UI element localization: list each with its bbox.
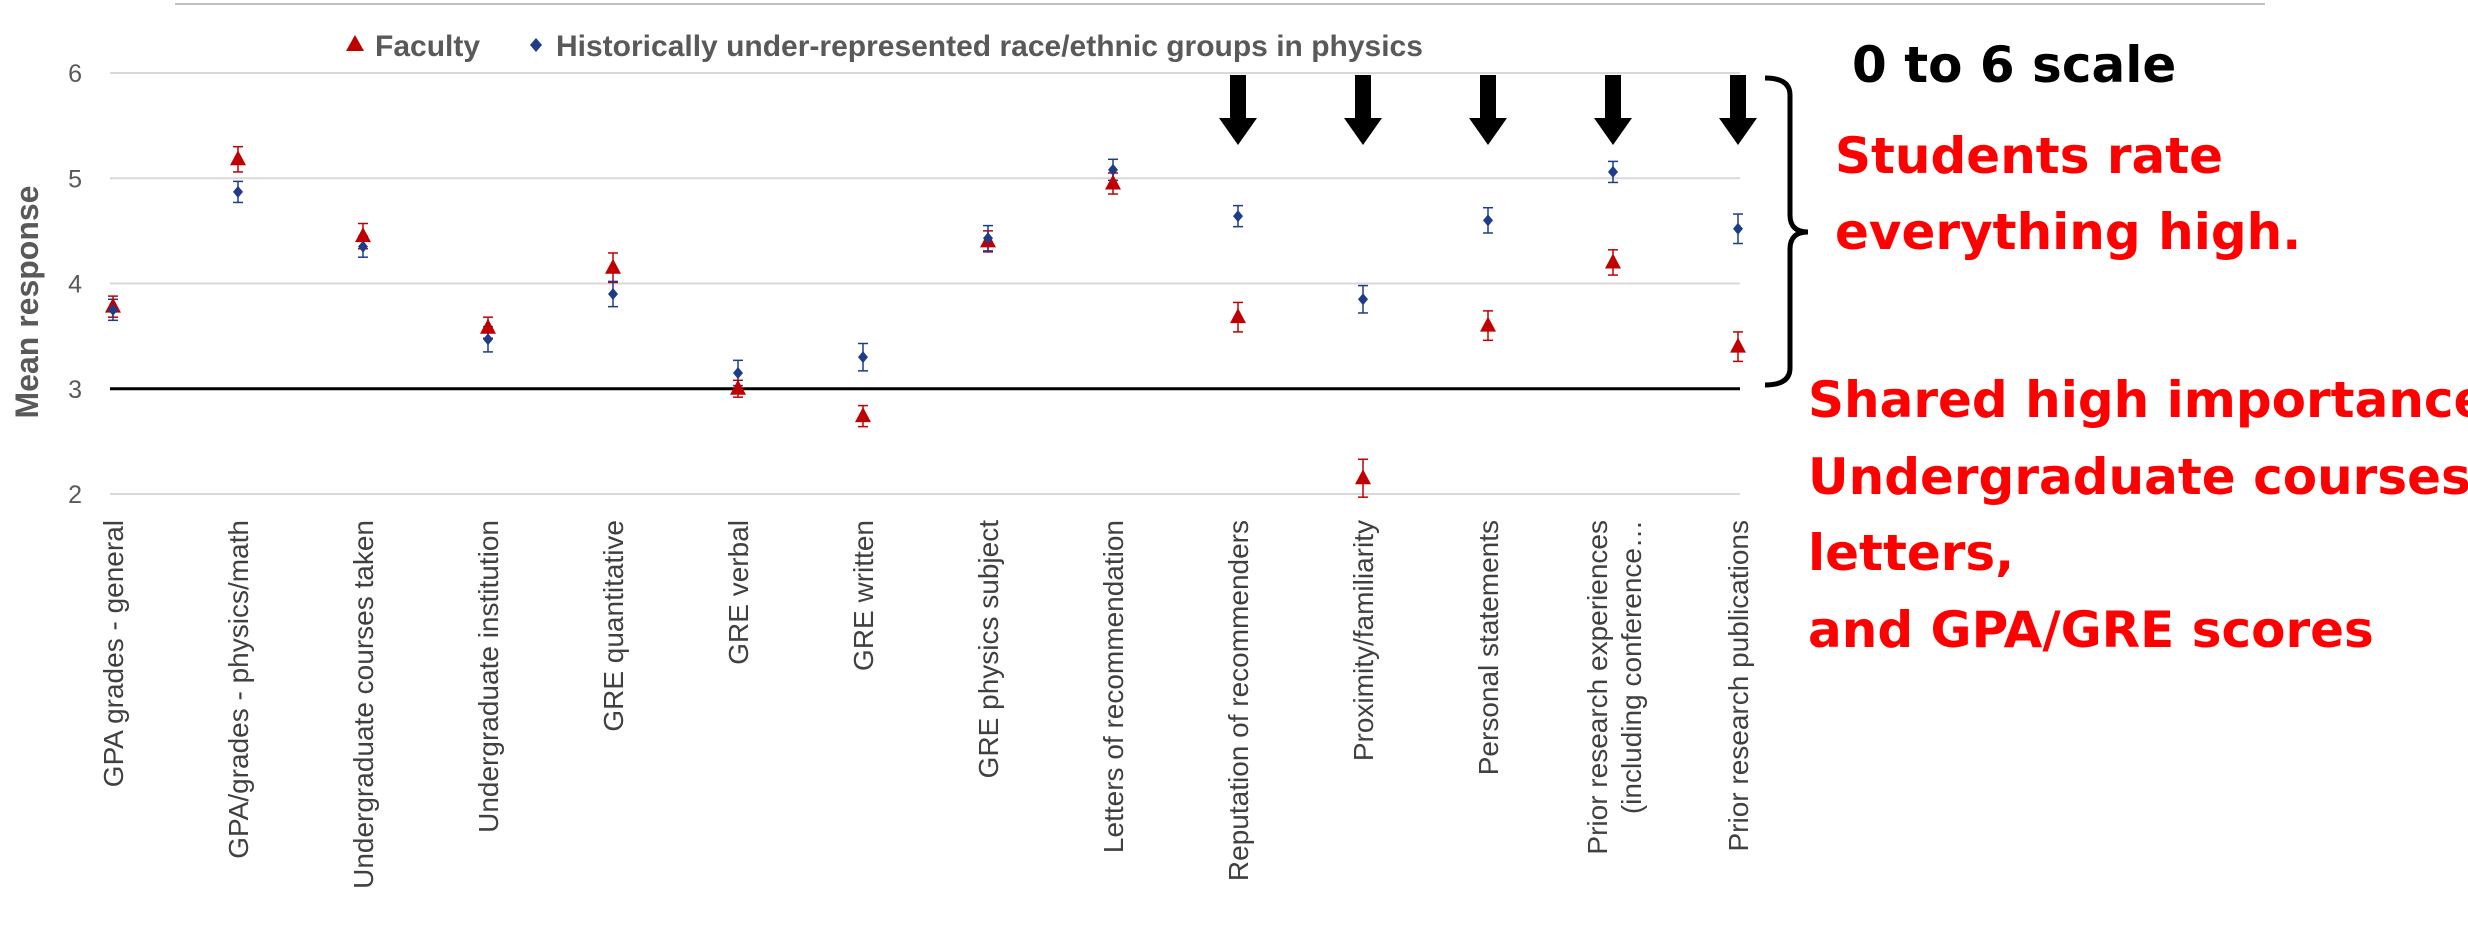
faculty-point [480,318,496,334]
down-arrow [1219,75,1257,145]
curly-brace [1764,75,1809,388]
category-label-text: Personal statements [1473,520,1504,775]
category-label: Undergraduate courses taken [348,520,379,889]
urm-point [233,185,243,198]
urm-point [1358,293,1368,306]
urm-point [983,232,993,245]
category-label: GRE physics subject [973,520,1004,779]
category-label-text: Proximity/familiarity [1348,520,1379,761]
y-tick-label: 6 [68,60,82,88]
category-label-text: GPA/grades - physics/math [223,520,254,859]
legend-faculty-label: Faculty [375,30,480,63]
urm-point [1108,163,1118,176]
category-label: Letters of recommendation [1098,520,1129,853]
shared-annotation-line-1: Shared high importance: [1808,371,2468,429]
urm-point [108,303,118,316]
legend-urm-label: Historically under-represented race/ethn… [556,30,1423,63]
shared-annotation-line-4: and GPA/GRE scores [1808,601,2374,659]
faculty-point [1355,469,1371,485]
faculty-point [1605,253,1621,269]
category-label-text: GRE written [848,520,879,671]
category-label: Proximity/familiarity [1348,520,1379,761]
category-label: GPA/grades - physics/math [223,520,254,859]
y-tick-label: 2 [68,481,82,509]
category-label: GRE written [848,520,879,671]
category-label: Personal statements [1473,520,1504,775]
legend-urm-marker [530,38,542,52]
shared-annotation-line-2: Undergraduate courses, [1808,448,2468,506]
category-label-text: GRE verbal [723,520,754,665]
urm-point [358,240,368,253]
y-axis-label: Mean response [9,186,45,419]
shared-annotation-line-3: letters, [1808,524,2014,582]
faculty-point [855,407,871,423]
category-label: Prior research experiences (including con… [1582,520,1647,855]
urm-point [1733,222,1743,235]
faculty-point [230,150,246,166]
students-annotation-line-2: everything high. [1835,203,2301,261]
arrow-layer [1219,75,1757,145]
down-arrow [1719,75,1757,145]
data-point-layer [105,150,1746,485]
category-label-line: Prior research experiences [1582,520,1613,855]
faculty-point [730,379,746,395]
category-label: Reputation of recommenders [1223,520,1254,881]
category-label: Prior research publications [1723,520,1754,852]
y-tick-label: 4 [68,271,82,299]
scale-annotation: 0 to 6 scale [1852,36,2176,94]
urm-point [483,333,493,346]
legend: Faculty Historically under-represented r… [346,30,1423,63]
faculty-point [1105,174,1121,190]
category-label-text: Prior research publications [1723,520,1754,852]
category-label-text: GRE physics subject [973,520,1004,779]
category-label-text: Letters of recommendation [1098,520,1129,853]
category-label-text: GRE quantitative [598,520,629,732]
down-arrow [1594,75,1632,145]
faculty-point [1730,337,1746,353]
category-label-line: (including conference… [1616,520,1647,814]
category-label: GRE verbal [723,520,754,665]
faculty-point [355,227,371,243]
urm-point [858,351,868,364]
urm-point [1483,214,1493,227]
urm-point [1233,210,1243,223]
category-labels: GPA grades - general GPA/grades - physics… [98,520,1754,889]
grid-layer [110,72,1740,495]
legend-faculty-marker [346,35,364,51]
category-label: GPA grades - general [98,520,129,787]
urm-point [733,366,743,379]
faculty-point [605,258,621,274]
category-label-text: Undergraduate courses taken [348,520,379,889]
category-label-text: Reputation of recommenders [1223,520,1254,881]
urm-point [1608,165,1618,178]
y-tick-label: 5 [68,165,82,193]
students-annotation-line-1: Students rate [1835,127,2223,185]
faculty-point [1480,316,1496,332]
category-label-text: GPA grades - general [98,520,129,787]
urm-point [608,288,618,301]
y-tick-label: 3 [68,376,82,404]
down-arrow [1469,75,1507,145]
category-label: Undergraduate institution [473,520,504,833]
category-label-text: Undergraduate institution [473,520,504,833]
down-arrow [1344,75,1382,145]
category-label: GRE quantitative [598,520,629,732]
error-bar-layer [108,145,1743,498]
y-tick-labels: 2 3 4 5 6 [68,60,82,509]
faculty-point [1230,308,1246,324]
